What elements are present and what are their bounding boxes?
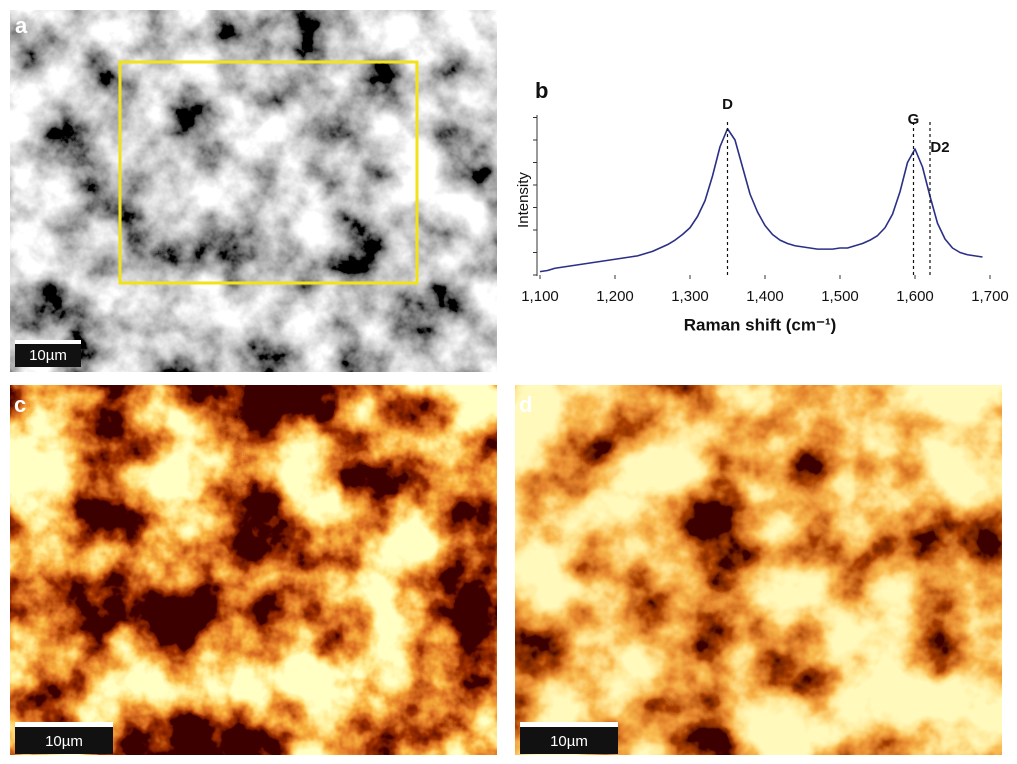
scale-label: 10µm	[29, 347, 67, 364]
x-tick-label: 1,100	[521, 288, 559, 305]
x-tick-label: 1,600	[896, 288, 934, 305]
scale-bar	[520, 722, 618, 727]
scale-label: 10µm	[45, 733, 83, 750]
scale-bar	[15, 340, 81, 344]
raman-map	[515, 385, 1002, 755]
peak-label: G	[908, 111, 920, 128]
x-tick-label: 1,200	[596, 288, 634, 305]
peak-label: D	[722, 96, 733, 113]
panel-label: b	[535, 78, 548, 103]
y-axis-label: Intensity	[515, 172, 532, 228]
panel-label: a	[15, 13, 28, 38]
scale-label: 10µm	[550, 733, 588, 750]
scale-bar	[15, 722, 113, 727]
peak-label: D2	[930, 139, 949, 156]
x-tick-label: 1,700	[971, 288, 1009, 305]
figure: a 10µm c 10µm d 10µm b Intensity Raman s…	[0, 0, 1017, 759]
raman-map	[10, 385, 497, 755]
x-tick-label: 1,500	[821, 288, 859, 305]
panel-label: c	[14, 392, 26, 417]
x-tick-label: 1,300	[671, 288, 709, 305]
micrograph	[10, 10, 497, 372]
x-axis-label: Raman shift (cm⁻¹)	[684, 315, 837, 334]
spectrum-line	[540, 129, 983, 272]
panel-label: d	[519, 392, 532, 417]
x-tick-label: 1,400	[746, 288, 784, 305]
